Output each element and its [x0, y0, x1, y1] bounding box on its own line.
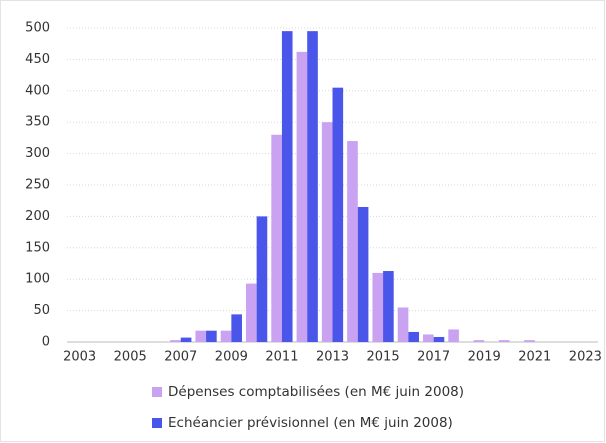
- y-tick-label: 250: [25, 178, 50, 193]
- bar: [448, 329, 459, 342]
- bar: [383, 271, 394, 342]
- y-tick-label: 450: [25, 52, 50, 67]
- legend-swatch: [152, 387, 162, 397]
- bar: [170, 340, 181, 342]
- y-tick-label: 350: [25, 115, 50, 130]
- bar: [296, 51, 308, 342]
- x-tick-label: 2021: [518, 350, 551, 365]
- bar: [433, 336, 445, 342]
- bar: [256, 216, 268, 342]
- y-tick-label: 200: [25, 209, 50, 224]
- x-tick-label: 2015: [367, 350, 400, 365]
- legend-label: Echéancier prévisionnel (en M€ juin 2008…: [168, 415, 453, 431]
- bar: [524, 340, 535, 342]
- bar: [281, 31, 293, 342]
- bar: [231, 314, 242, 342]
- bar: [408, 331, 419, 342]
- y-tick-label: 100: [25, 272, 50, 287]
- bar: [271, 134, 282, 342]
- x-tick-label: 2007: [164, 350, 197, 365]
- x-tick-label: 2009: [215, 350, 248, 365]
- bar: [347, 141, 358, 342]
- x-tick-label: 2023: [569, 350, 602, 365]
- bar: [307, 31, 318, 342]
- x-tick-label: 2011: [265, 350, 298, 365]
- bar: [372, 272, 384, 342]
- bar: [332, 87, 344, 342]
- bar: [473, 340, 485, 342]
- y-tick-label: 300: [25, 146, 50, 161]
- bar: [423, 334, 434, 342]
- y-tick-label: 150: [25, 240, 50, 255]
- bar: [180, 337, 192, 342]
- y-tick-label: 50: [33, 303, 50, 318]
- bar: [357, 206, 369, 342]
- bar: [220, 330, 232, 342]
- x-tick-label: 2005: [114, 350, 147, 365]
- x-tick-label: 2019: [468, 350, 501, 365]
- x-tick-label: 2013: [316, 350, 349, 365]
- bar: [206, 330, 217, 342]
- y-tick-label: 500: [25, 21, 50, 36]
- bar: [246, 283, 257, 342]
- x-tick-label: 2003: [63, 350, 96, 365]
- bar: [195, 330, 207, 342]
- legend-label: Dépenses comptabilisées (en M€ juin 2008…: [168, 384, 464, 400]
- bar: [498, 340, 510, 342]
- y-tick-label: 400: [25, 83, 50, 98]
- legend: Dépenses comptabilisées (en M€ juin 2008…: [152, 384, 464, 431]
- x-tick-label: 2017: [417, 350, 450, 365]
- legend-swatch: [152, 418, 162, 428]
- bar: [321, 122, 333, 342]
- bar: [397, 307, 409, 342]
- y-tick-label: 0: [42, 335, 50, 350]
